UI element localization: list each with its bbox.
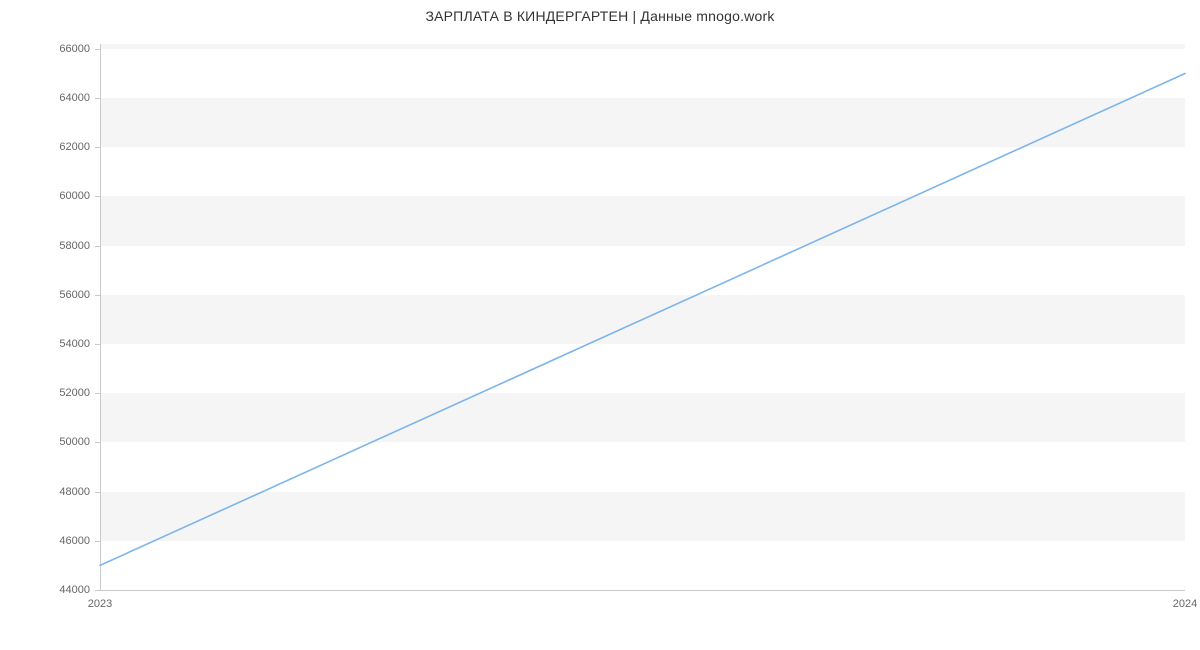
y-tick-mark [95,590,100,591]
y-tick-label: 48000 [30,486,90,498]
y-tick-label: 52000 [30,387,90,399]
series-line [100,44,1185,590]
y-tick-label: 64000 [30,92,90,104]
y-tick-label: 66000 [30,43,90,55]
y-tick-label: 50000 [30,436,90,448]
y-tick-label: 56000 [30,289,90,301]
x-axis-line [100,590,1185,591]
chart-container: ЗАРПЛАТА В КИНДЕРГАРТЕН | Данные mnogo.w… [0,0,1200,650]
y-tick-label: 44000 [30,584,90,596]
x-tick-label: 2024 [1173,598,1197,610]
y-tick-label: 62000 [30,141,90,153]
y-tick-label: 58000 [30,240,90,252]
y-tick-label: 60000 [30,190,90,202]
x-tick-label: 2023 [88,598,112,610]
chart-title: ЗАРПЛАТА В КИНДЕРГАРТЕН | Данные mnogo.w… [0,0,1200,24]
y-tick-label: 54000 [30,338,90,350]
plot-area: 4400046000480005000052000540005600058000… [100,44,1185,590]
y-tick-label: 46000 [30,535,90,547]
